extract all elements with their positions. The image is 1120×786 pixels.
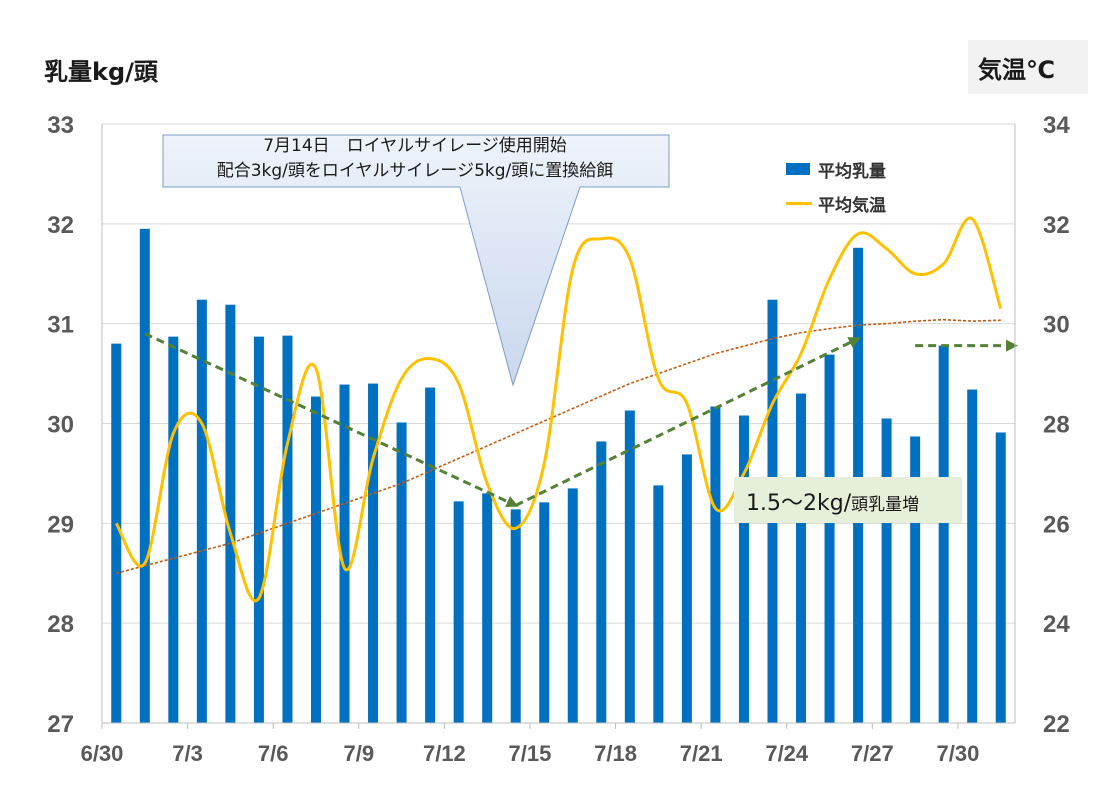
x-tick-label: 7/27 [851,741,894,766]
bar-7/12 [453,501,464,723]
bar-7/15 [539,502,550,723]
bar-7/1 [139,228,150,723]
bar-7/29 [938,345,949,723]
bar-7/25 [824,354,835,723]
bar-7/11 [425,387,436,723]
callout-text: 7月14日 ロイヤルサイレージ使用開始 配合3kg/頭をロイヤルサイレージ5kg… [160,134,670,184]
right-axis-title: 気温℃ [968,40,1088,94]
bar-6/30 [111,343,122,723]
milk-arrows [144,332,1018,508]
bar-7/27 [881,418,892,723]
right-tick-label: 30 [1043,312,1070,339]
legend-item-temp: 平均気温 [786,186,886,220]
bar-7/24 [796,393,807,723]
increase-annotation: 1.5～2kg/頭乳量増 [734,477,962,523]
callout-line-1: 7月14日 ロイヤルサイレージ使用開始 [263,136,567,156]
left-tick-label: 33 [47,112,74,139]
callout-line-2: 配合3kg/頭をロイヤルサイレージ5kg/頭に置換給餌 [216,161,614,181]
temperature-line [114,216,1003,603]
legend-swatch-milk [786,163,810,175]
bar-7/7 [310,396,321,723]
callout-shape [162,134,670,387]
callout-balloon [162,134,670,387]
legend-item-milk: 平均乳量 [786,152,886,186]
milk-arrow-2 [515,337,861,507]
x-tick-label: 7/6 [258,741,289,766]
bar-7/17 [596,441,607,723]
increase-sub: 頭乳量増 [851,495,920,515]
x-tick-label: 7/21 [680,741,723,766]
right-tick-label: 32 [1043,212,1070,239]
temperature-trend [116,318,1001,575]
bar-7/9 [368,383,379,723]
x-tick-label: 7/18 [594,741,637,766]
right-tick-label: 24 [1043,611,1070,638]
x-tick-label: 7/3 [172,741,203,766]
bar-7/8 [339,384,350,723]
x-tick-label: 6/30 [81,741,124,766]
x-tick-label: 7/9 [343,741,374,766]
left-tick-label: 32 [47,212,74,239]
bar-7/13 [482,493,493,723]
x-tick-label: 7/12 [423,741,466,766]
left-axis-title: 乳量kg/頭 [44,58,158,86]
left-tick-label: 27 [47,711,74,738]
bar-7/14 [510,509,521,723]
legend-swatch-temp [786,201,812,205]
bar-7/16 [567,488,578,723]
right-tick-label: 34 [1043,112,1070,139]
increase-main: 1.5～2kg/ [746,491,852,516]
x-tick-label: 7/30 [937,741,980,766]
x-tick-label: 7/15 [509,741,552,766]
bar-7/3 [196,299,207,723]
bar-7/21 [710,406,721,723]
bar-7/4 [225,304,236,723]
x-tick-label: 7/24 [765,741,809,766]
right-tick-label: 22 [1043,711,1070,738]
left-tick-label: 31 [47,312,74,339]
bar-7/18 [624,410,635,723]
right-tick-label: 26 [1043,511,1070,538]
bar-7/19 [653,485,664,723]
left-tick-label: 29 [47,511,74,538]
bar-7/10 [396,422,407,723]
legend-label-temp: 平均気温 [818,195,886,216]
legend: 平均乳量 平均気温 [786,152,886,220]
bar-7/28 [910,436,921,723]
right-tick-label: 28 [1043,412,1070,439]
bar-7/6 [282,335,293,723]
legend-label-milk: 平均乳量 [818,161,886,182]
bar-7/22 [738,415,749,723]
bar-7/30 [967,389,978,723]
axes: 27 28 29 30 31 32 33 22 24 26 28 30 32 34 6/30 7/3 7/6 7/… [47,112,1070,766]
temperature-trend-line [116,318,1001,575]
temperature-curve [114,216,1003,603]
milk-bars [111,228,1006,723]
bar-7/20 [681,454,692,723]
milk-arrow-1 [144,332,519,508]
bar-7/2 [168,336,179,723]
left-tick-label: 28 [47,611,74,638]
bar-7/31 [995,432,1006,723]
left-tick-label: 30 [47,412,74,439]
bar-7/5 [253,336,264,723]
